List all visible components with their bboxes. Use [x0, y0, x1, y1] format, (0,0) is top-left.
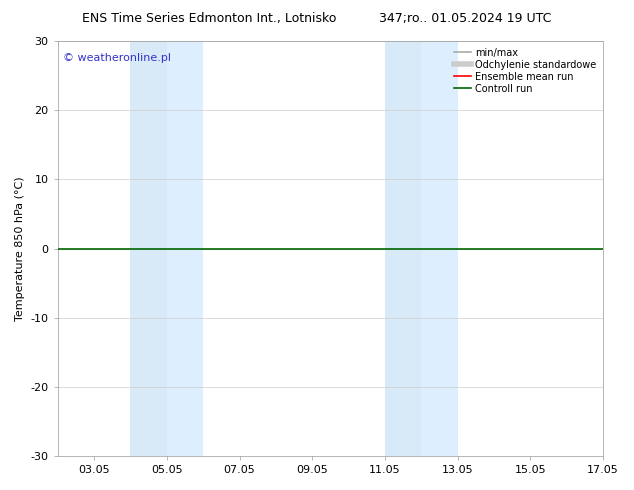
Text: ENS Time Series Edmonton Int., Lotnisko: ENS Time Series Edmonton Int., Lotnisko [82, 12, 337, 25]
Y-axis label: Temperature 850 hPa (°C): Temperature 850 hPa (°C) [15, 176, 25, 321]
Bar [385, 41, 422, 456]
Legend: min/max, Odchylenie standardowe, Ensemble mean run, Controll run: min/max, Odchylenie standardowe, Ensembl… [452, 46, 598, 96]
Bar [167, 41, 203, 456]
Text: 347;ro.. 01.05.2024 19 UTC: 347;ro.. 01.05.2024 19 UTC [379, 12, 552, 25]
Text: © weatheronline.pl: © weatheronline.pl [63, 53, 171, 64]
Bar [422, 41, 458, 456]
Bar [131, 41, 167, 456]
